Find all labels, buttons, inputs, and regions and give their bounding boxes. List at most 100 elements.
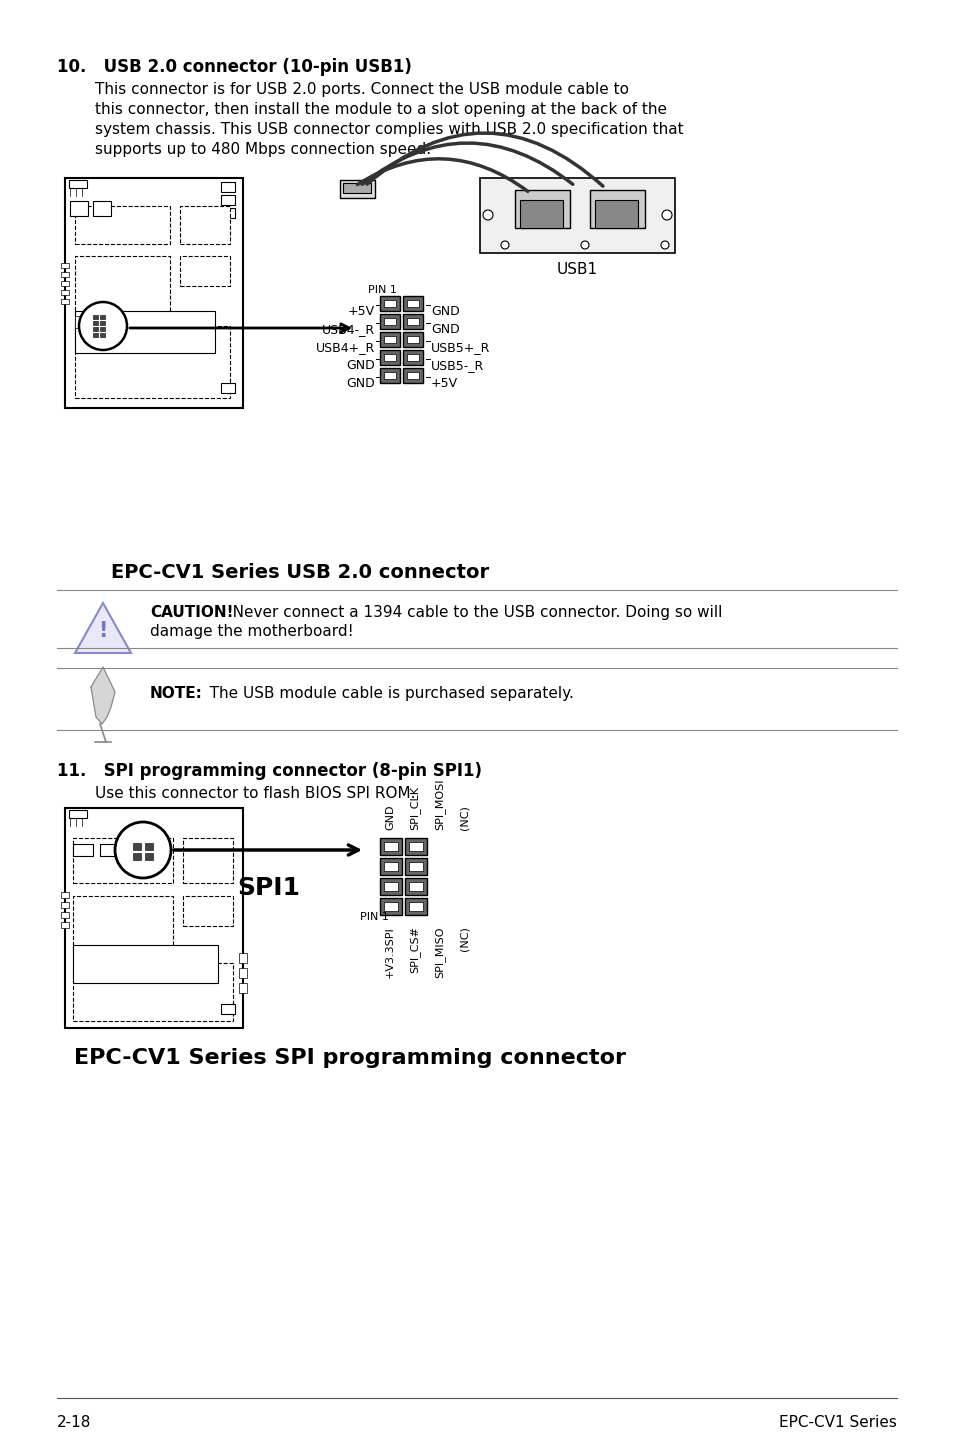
Text: 11.   SPI programming connector (8-pin SPI1): 11. SPI programming connector (8-pin SPI… [57, 762, 481, 779]
Bar [402, 368, 422, 383]
Bar [92, 334, 98, 336]
Bar [589, 190, 644, 229]
Text: NOTE:: NOTE: [150, 686, 203, 700]
Bar [519, 200, 562, 229]
Text: Use this connector to flash BIOS SPI ROM.: Use this connector to flash BIOS SPI ROM… [95, 787, 416, 801]
Bar [384, 843, 397, 851]
Text: this connector, then install the module to a slot opening at the back of the: this connector, then install the module … [95, 102, 666, 116]
Bar [92, 201, 111, 216]
Bar [61, 290, 69, 295]
Bar [409, 902, 422, 912]
Bar [407, 301, 418, 306]
Polygon shape [91, 667, 115, 723]
Text: supports up to 480 Mbps connection speed.: supports up to 480 Mbps connection speed… [95, 142, 431, 157]
Bar [379, 332, 399, 347]
Bar [75, 316, 95, 328]
Bar [479, 178, 675, 253]
Circle shape [115, 823, 171, 879]
Text: !: ! [98, 621, 108, 641]
Bar [73, 896, 172, 951]
Text: PIN 1: PIN 1 [368, 285, 396, 295]
Circle shape [580, 242, 588, 249]
Bar [183, 838, 233, 883]
Text: +5V: +5V [348, 305, 375, 318]
Bar [379, 858, 401, 874]
Text: damage the motherboard!: damage the motherboard! [150, 624, 354, 638]
Bar [379, 897, 401, 915]
Bar [409, 843, 422, 851]
Text: SPI1: SPI1 [236, 876, 299, 900]
Bar [92, 321, 98, 325]
Bar [73, 838, 172, 883]
Bar [407, 354, 418, 361]
Text: PIN 1: PIN 1 [359, 912, 389, 922]
Bar [402, 313, 422, 329]
Bar [180, 206, 230, 244]
Bar [384, 861, 397, 871]
Bar [384, 336, 395, 344]
Text: SPI_CS#: SPI_CS# [409, 926, 420, 974]
Bar [61, 902, 69, 907]
Bar [100, 326, 105, 331]
Text: GND: GND [346, 377, 375, 390]
Bar [407, 372, 418, 380]
Text: USB5+_R: USB5+_R [431, 341, 490, 354]
Bar [221, 383, 234, 393]
Bar [407, 318, 418, 325]
Bar [339, 180, 375, 198]
Bar [384, 301, 395, 306]
Circle shape [500, 242, 509, 249]
Bar [61, 892, 69, 897]
Text: (NC): (NC) [459, 805, 470, 830]
Text: +5V: +5V [431, 377, 457, 390]
Bar [100, 844, 118, 856]
Text: SPI_MISO: SPI_MISO [434, 926, 445, 978]
Bar [73, 963, 233, 1021]
Bar [75, 311, 214, 352]
Bar [384, 902, 397, 912]
Bar [100, 321, 105, 325]
Text: (NC): (NC) [459, 926, 470, 951]
Bar [343, 183, 371, 193]
Bar [402, 332, 422, 347]
Text: EPC-CV1 Series USB 2.0 connector: EPC-CV1 Series USB 2.0 connector [111, 564, 489, 582]
Text: Never connect a 1394 cable to the USB connector. Doing so will: Never connect a 1394 cable to the USB co… [218, 605, 721, 620]
Bar [379, 879, 401, 894]
Text: CAUTION!: CAUTION! [150, 605, 233, 620]
Bar [61, 299, 69, 303]
Bar [409, 861, 422, 871]
Bar [75, 256, 170, 316]
Bar [595, 200, 638, 229]
Bar [379, 296, 399, 311]
Text: GND: GND [431, 305, 459, 318]
Bar [145, 853, 152, 860]
Bar [239, 984, 247, 994]
Text: 10.   USB 2.0 connector (10-pin USB1): 10. USB 2.0 connector (10-pin USB1) [57, 58, 412, 76]
Bar [379, 313, 399, 329]
Circle shape [660, 242, 668, 249]
Text: SPI_CLK: SPI_CLK [409, 787, 420, 830]
Bar [221, 196, 234, 206]
Bar [405, 897, 427, 915]
Circle shape [661, 210, 671, 220]
Bar [61, 263, 69, 267]
Bar [221, 209, 234, 219]
Bar [515, 190, 569, 229]
Bar [73, 844, 92, 856]
Text: The USB module cable is purchased separately.: The USB module cable is purchased separa… [194, 686, 574, 700]
Bar [69, 810, 87, 818]
Bar [61, 272, 69, 278]
Circle shape [482, 210, 493, 220]
Bar [379, 349, 399, 365]
Bar [92, 326, 98, 331]
Bar [75, 326, 230, 398]
Text: +V3.3SPI: +V3.3SPI [385, 926, 395, 978]
Bar [132, 843, 141, 850]
Bar [409, 881, 422, 892]
Bar [384, 881, 397, 892]
Text: SPI_MOSI: SPI_MOSI [434, 778, 445, 830]
Text: GND: GND [431, 324, 459, 336]
Bar [221, 1004, 234, 1014]
Bar [384, 318, 395, 325]
Bar [145, 843, 152, 850]
